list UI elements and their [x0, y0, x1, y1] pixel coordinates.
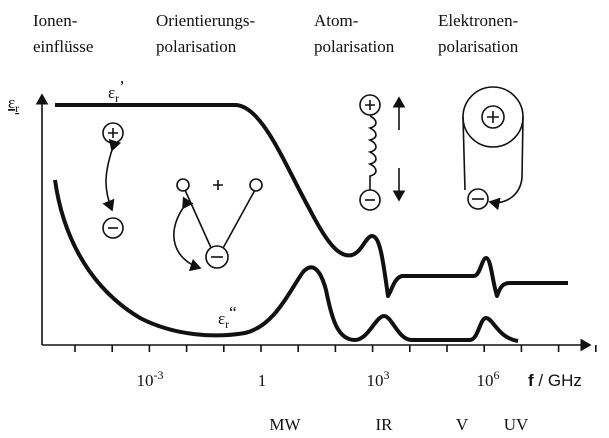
curve-label: εr“ [218, 303, 237, 331]
region-label: Orientierungs- [156, 11, 255, 30]
band-label: V [456, 415, 469, 434]
region-label: polarisation [156, 37, 237, 56]
text-part: r [225, 317, 229, 331]
text-part: f [528, 371, 534, 390]
text-part: r [115, 91, 119, 105]
imag-curve [53, 179, 519, 343]
text-part: -3 [154, 368, 164, 382]
text-part: 10 [477, 371, 494, 390]
region-label: polarisation [314, 37, 395, 56]
axes [35, 93, 597, 352]
region-label: polarisation [438, 37, 519, 56]
real-curve [55, 103, 568, 298]
text-part: ε [8, 93, 15, 112]
electron-icon [462, 86, 524, 211]
band-label: IR [376, 415, 394, 434]
x-tick-label: 103 [367, 368, 390, 390]
text-part: r [15, 101, 19, 115]
x-tick-label: 10-3 [137, 368, 164, 390]
text-part: 1 [258, 371, 267, 390]
region-label: einflüsse [33, 37, 93, 56]
atom-icon [359, 94, 406, 211]
dipole-icon [173, 178, 263, 272]
text-part: “ [229, 303, 237, 322]
x-tick-label: 1 [258, 371, 267, 390]
region-label: Atom- [314, 11, 359, 30]
text-part: / GHz [534, 371, 582, 390]
band-label: MW [269, 415, 301, 434]
text-part: 10 [137, 371, 154, 390]
band-label: UV [504, 415, 529, 434]
text-part: ε [108, 83, 115, 102]
region-label: Ionen- [33, 11, 78, 30]
text-part: 10 [367, 371, 384, 390]
y-axis-label: εr [8, 93, 19, 115]
x-tick-label: 106 [477, 368, 500, 390]
region-headers: Ionen- einflüsse Orientierungs- polarisa… [33, 11, 519, 56]
text-part: 6 [494, 368, 500, 382]
text-part: 3 [384, 368, 390, 382]
text-part: ’ [119, 77, 125, 96]
ion-icon [102, 122, 124, 239]
x-axis-label: f / GHz [528, 371, 582, 390]
text-part: ε [218, 309, 225, 328]
curve-label: εr’ [108, 77, 125, 105]
region-label: Elektronen- [438, 11, 519, 30]
